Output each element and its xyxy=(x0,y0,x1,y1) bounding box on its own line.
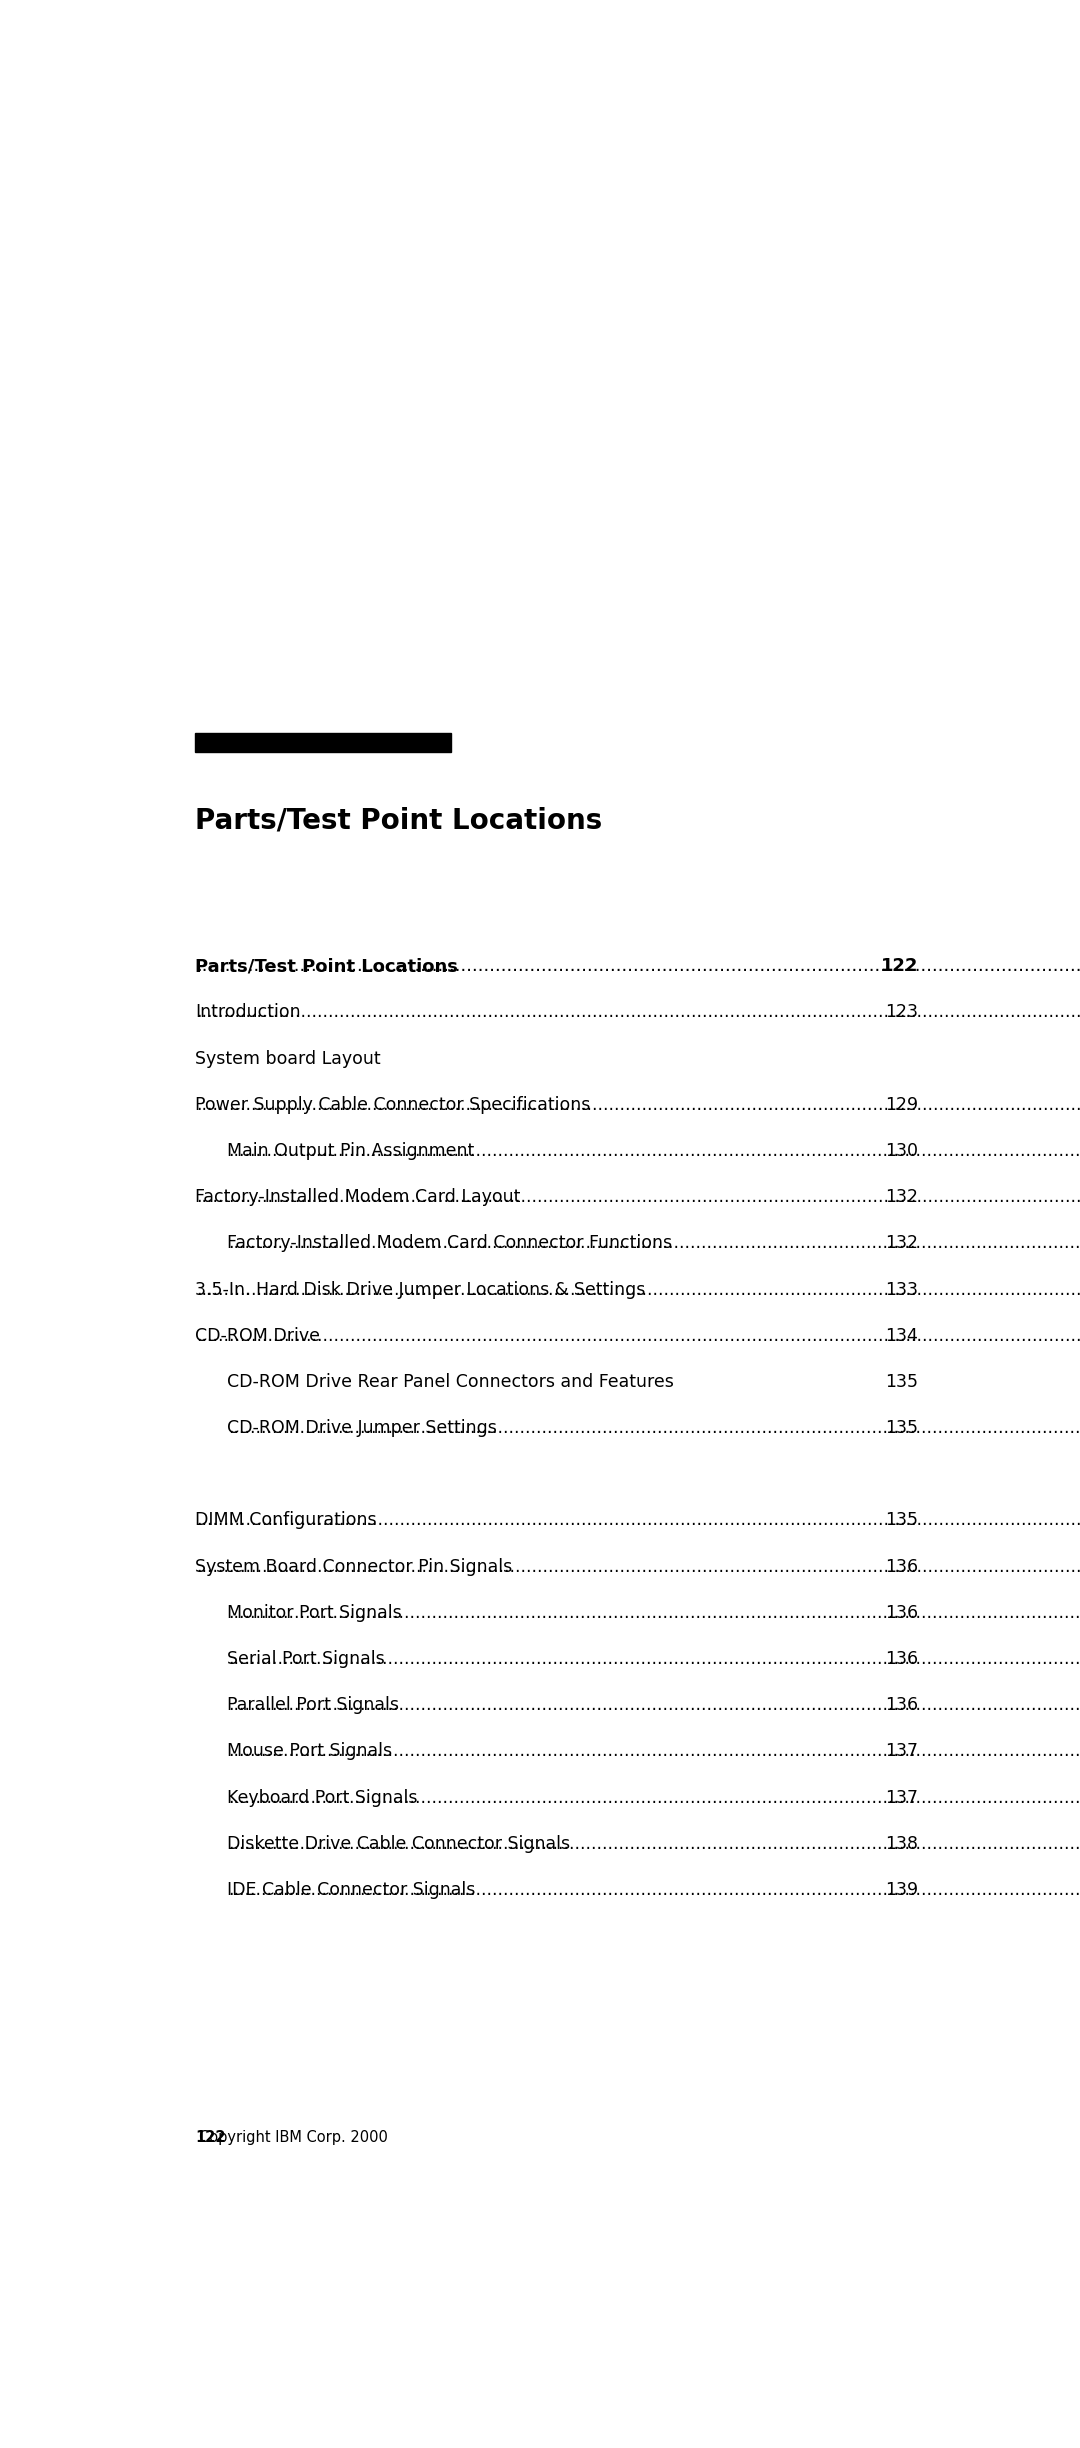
Text: ................................................................................: ........................................… xyxy=(228,1650,1080,1667)
Text: 135: 135 xyxy=(886,1510,918,1530)
Text: ................................................................................: ........................................… xyxy=(228,1789,1080,1807)
Text: ................................................................................: ........................................… xyxy=(197,1004,1080,1021)
Text: 135: 135 xyxy=(886,1373,918,1390)
Text: Copyright IBM Corp. 2000: Copyright IBM Corp. 2000 xyxy=(199,2130,388,2144)
Text: 130: 130 xyxy=(886,1141,918,1160)
Text: 136: 136 xyxy=(886,1557,918,1577)
Text: 132: 132 xyxy=(886,1234,918,1253)
Text: 123: 123 xyxy=(886,1004,918,1021)
Text: CD-ROM Drive: CD-ROM Drive xyxy=(195,1327,321,1344)
Text: Serial Port Signals: Serial Port Signals xyxy=(227,1650,384,1667)
Text: ................................................................................: ........................................… xyxy=(197,1280,1080,1297)
Text: 139: 139 xyxy=(886,1880,918,1900)
Text: Diskette Drive Cable Connector Signals: Diskette Drive Cable Connector Signals xyxy=(227,1834,570,1853)
Text: 3.5-In. Hard Disk Drive Jumper Locations & Settings: 3.5-In. Hard Disk Drive Jumper Locations… xyxy=(195,1280,646,1297)
Text: Parts/Test Point Locations: Parts/Test Point Locations xyxy=(195,957,458,974)
Text: 134: 134 xyxy=(886,1327,918,1344)
Text: Factory-Installed Modem Card Layout: Factory-Installed Modem Card Layout xyxy=(195,1187,521,1207)
Text: Factory-Installed Modem Card Connector Functions: Factory-Installed Modem Card Connector F… xyxy=(227,1234,672,1253)
Text: 122: 122 xyxy=(195,2130,226,2144)
Text: ................................................................................: ........................................… xyxy=(228,1234,1080,1253)
Text: ................................................................................: ........................................… xyxy=(228,1880,1080,1900)
Text: ................................................................................: ........................................… xyxy=(228,1603,1080,1623)
Text: ................................................................................: ........................................… xyxy=(197,1097,1080,1114)
Text: Power Supply Cable Connector Specifications: Power Supply Cable Connector Specificati… xyxy=(195,1097,591,1114)
Text: ................................................................................: ........................................… xyxy=(228,1420,1080,1437)
Text: 138: 138 xyxy=(886,1834,918,1853)
Text: 129: 129 xyxy=(886,1097,918,1114)
Text: Main Output Pin Assignment: Main Output Pin Assignment xyxy=(227,1141,474,1160)
Text: 133: 133 xyxy=(886,1280,918,1297)
Text: 122: 122 xyxy=(881,957,918,974)
Bar xyxy=(195,732,450,752)
Text: 137: 137 xyxy=(886,1743,918,1760)
Text: ................................................................................: ........................................… xyxy=(197,1327,1080,1344)
Text: Keyboard Port Signals: Keyboard Port Signals xyxy=(227,1789,418,1807)
Text: CD-ROM Drive Rear Panel Connectors and Features: CD-ROM Drive Rear Panel Connectors and F… xyxy=(227,1373,674,1390)
Text: System board Layout: System board Layout xyxy=(195,1050,381,1067)
Text: ................................................................................: ........................................… xyxy=(197,1187,1080,1207)
Text: IDE Cable Connector Signals: IDE Cable Connector Signals xyxy=(227,1880,475,1900)
Text: CD-ROM Drive Jumper Settings: CD-ROM Drive Jumper Settings xyxy=(227,1420,497,1437)
Text: ................................................................................: ........................................… xyxy=(228,1834,1080,1853)
Text: 136: 136 xyxy=(886,1696,918,1714)
Text: System Board Connector Pin Signals: System Board Connector Pin Signals xyxy=(195,1557,513,1577)
Text: 137: 137 xyxy=(886,1789,918,1807)
Text: 132: 132 xyxy=(886,1187,918,1207)
Text: Introduction: Introduction xyxy=(195,1004,301,1021)
Text: 136: 136 xyxy=(886,1650,918,1667)
Text: Parallel Port Signals: Parallel Port Signals xyxy=(227,1696,400,1714)
Text: ................................................................................: ........................................… xyxy=(228,1696,1080,1714)
Text: DIMM Configurations: DIMM Configurations xyxy=(195,1510,377,1530)
Text: 135: 135 xyxy=(886,1420,918,1437)
Text: Parts/Test Point Locations: Parts/Test Point Locations xyxy=(195,805,603,835)
Text: ................................................................................: ........................................… xyxy=(197,1557,1080,1577)
Text: ................................................................................: ........................................… xyxy=(197,1510,1080,1530)
Text: 136: 136 xyxy=(886,1603,918,1623)
Text: ................................................................................: ........................................… xyxy=(228,1743,1080,1760)
Text: ................................................................................: ........................................… xyxy=(228,1141,1080,1160)
Text: Mouse Port Signals: Mouse Port Signals xyxy=(227,1743,392,1760)
Text: Monitor Port Signals: Monitor Port Signals xyxy=(227,1603,402,1623)
Text: ................................................................................: ........................................… xyxy=(197,957,1080,974)
